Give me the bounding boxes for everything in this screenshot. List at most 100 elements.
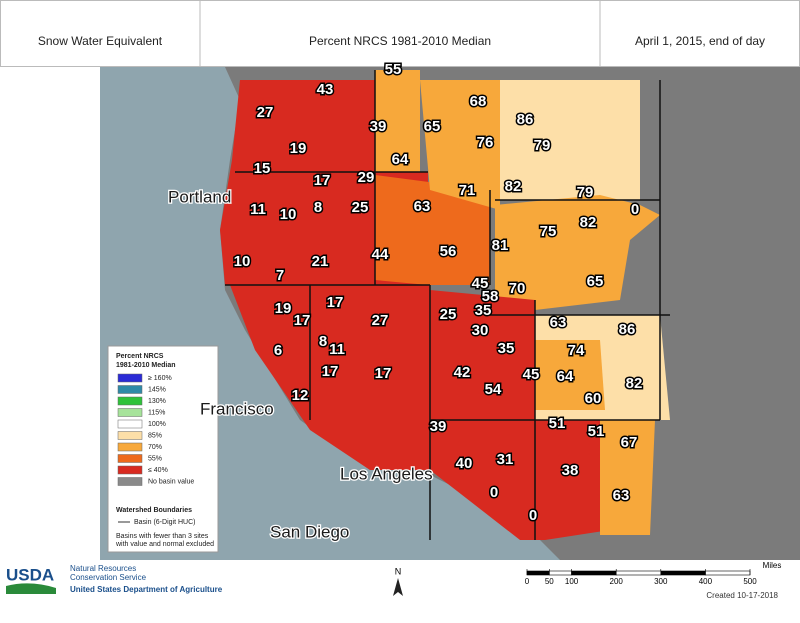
- basin-value: 55: [385, 61, 402, 78]
- legend-swatch: [117, 477, 143, 486]
- basin-value: 19: [275, 300, 292, 317]
- basin-value: 10: [280, 206, 297, 223]
- basin-value: 10: [234, 253, 251, 270]
- region: [430, 420, 545, 540]
- basin-value: 63: [613, 487, 630, 504]
- legend-label: ≤ 40%: [148, 467, 168, 474]
- logo-mark: [6, 583, 56, 594]
- scale-label: 300: [654, 577, 668, 586]
- north-arrow: [393, 578, 403, 596]
- basin-value: 82: [626, 375, 643, 392]
- legend-swatch: [117, 419, 143, 429]
- scale-label: 500: [743, 577, 757, 586]
- basin-value: 35: [498, 340, 515, 357]
- scale-unit: Miles: [763, 561, 782, 570]
- legend-swatch: [117, 385, 143, 394]
- legend-label: 70%: [148, 444, 162, 451]
- basin-value: 39: [370, 118, 387, 135]
- basin-value: 75: [540, 223, 557, 240]
- agency: USDA: [6, 565, 54, 584]
- basin-value: 0: [490, 484, 498, 501]
- legend-swatch: [117, 442, 143, 452]
- legend-label: 85%: [148, 432, 162, 439]
- basin-value: 39: [430, 418, 447, 435]
- basin-value: 63: [414, 198, 431, 215]
- scale-segment: [548, 570, 572, 576]
- header-left: Snow Water Equivalent: [38, 34, 163, 48]
- basin-value: 86: [517, 111, 534, 128]
- basin-value: 51: [588, 423, 605, 440]
- legend-swatch: [117, 408, 143, 417]
- basin-value: 15: [254, 160, 271, 177]
- city-label: San Diego: [270, 522, 349, 541]
- region: [230, 285, 430, 470]
- legend-swatch: [117, 454, 143, 463]
- basin-value: 11: [329, 341, 345, 358]
- scale-segment: [705, 570, 751, 576]
- basin-value: 21: [312, 253, 329, 270]
- legend-swatch: [117, 465, 143, 475]
- basin-value: 8: [319, 333, 327, 350]
- legend-label: 55%: [148, 455, 162, 462]
- north-label: N: [395, 566, 402, 576]
- legend-swatch: [117, 396, 143, 406]
- legend-boundaries-title: Watershed Boundaries: [116, 507, 192, 514]
- basin-value: 8: [314, 199, 322, 216]
- state-borders: [225, 70, 670, 540]
- basin-value: 17: [375, 365, 392, 382]
- region: [545, 420, 610, 540]
- basin-value: 68: [470, 93, 487, 110]
- legend-label: 115%: [148, 409, 165, 416]
- legend-swatch: [117, 373, 143, 383]
- header-center: Percent NRCS 1981-2010 Median: [309, 34, 491, 48]
- basin-value: 67: [621, 434, 638, 451]
- basin-value: 31: [497, 451, 514, 468]
- basin-value: 79: [577, 184, 594, 201]
- city-label: Portland: [168, 187, 231, 206]
- basin-value: 11: [250, 201, 266, 218]
- basin-value: 54: [485, 381, 502, 398]
- legend-swatch: [117, 431, 143, 440]
- basin-value: 6: [274, 342, 282, 359]
- legend-boundary: Basin (6-Digit HUC): [134, 519, 195, 526]
- scale-segment: [660, 570, 706, 576]
- region: [535, 340, 605, 410]
- legend-title: 1981-2010 Median: [116, 362, 176, 369]
- region: [500, 80, 640, 200]
- header-frame: [0, 0, 800, 67]
- basin-value: 64: [392, 151, 409, 168]
- legend: Percent NRCS 1981-2010 Median Watershed …: [107, 345, 219, 553]
- scale-label: 0: [525, 577, 530, 586]
- region: [495, 195, 660, 310]
- basin-value: 17: [327, 294, 344, 311]
- basin-value: 27: [257, 104, 274, 121]
- basin-value: 25: [352, 199, 369, 216]
- basin-value: 0: [631, 201, 639, 218]
- city-label: Los Angeles: [340, 464, 433, 483]
- footer: USDA Natural Resources Conservation Serv…: [6, 561, 781, 600]
- basin-value: 45: [523, 366, 540, 383]
- region: [600, 420, 655, 535]
- legend-label: No basin value: [148, 478, 194, 485]
- basin-value: 12: [292, 387, 309, 404]
- basin-value: 17: [294, 312, 311, 329]
- basin-value: 76: [477, 134, 494, 151]
- region: [430, 290, 535, 420]
- region: [375, 175, 490, 285]
- basin-value: 38: [562, 462, 579, 479]
- basin-value: 79: [534, 137, 551, 154]
- city-label: Francisco: [200, 399, 274, 418]
- legend-note: with value and normal excluded: [115, 541, 214, 548]
- basin-value: 35: [475, 302, 492, 319]
- basin-value: 81: [492, 237, 509, 254]
- scale-label: 400: [699, 577, 713, 586]
- basin-value: 58: [482, 288, 499, 305]
- basin-value: 74: [568, 342, 585, 359]
- basin-value: 27: [372, 312, 389, 329]
- basin-value: 44: [372, 246, 389, 263]
- legend-label: 145%: [148, 386, 166, 393]
- scale-segment: [526, 570, 550, 576]
- basin-value: 71: [459, 182, 476, 199]
- basin-value: 64: [557, 368, 574, 385]
- department: United States Department of Agriculture: [70, 585, 223, 594]
